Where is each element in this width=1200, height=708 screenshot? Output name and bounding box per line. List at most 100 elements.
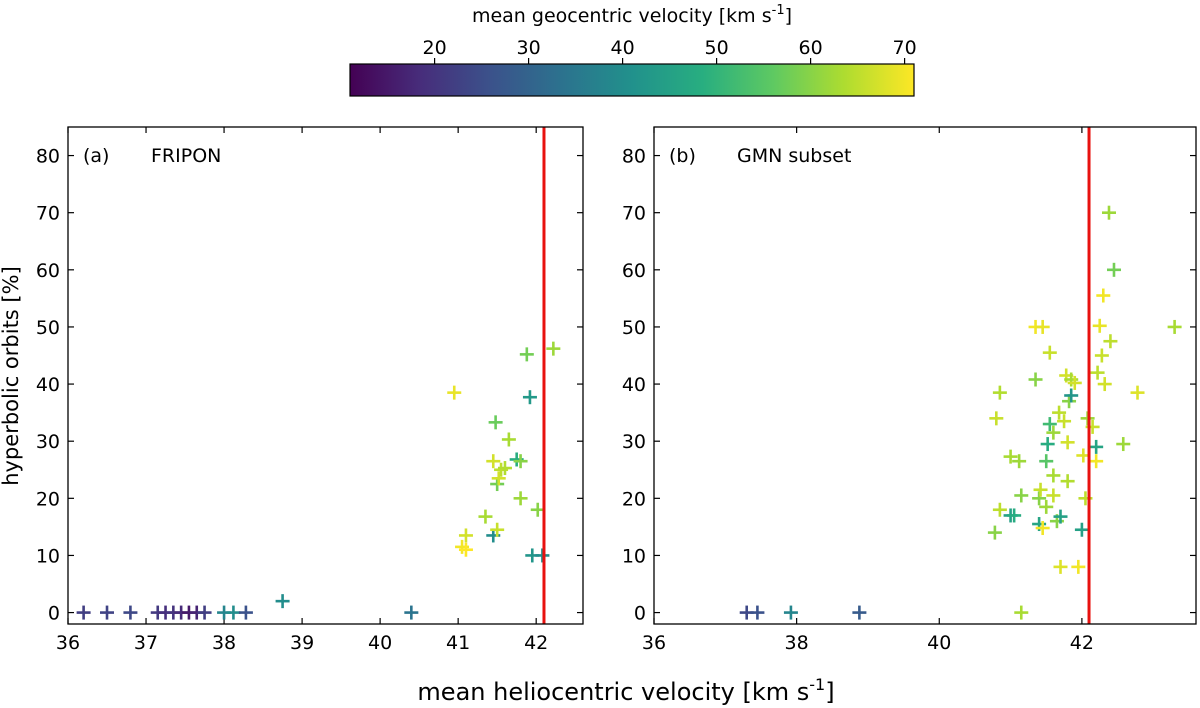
- data-point: [1039, 499, 1054, 514]
- x-tick-label: 41: [446, 632, 470, 654]
- data-point: [1046, 468, 1061, 483]
- data-point: [519, 347, 534, 362]
- y-tick-label: 40: [36, 374, 60, 396]
- data-point: [123, 605, 138, 620]
- data-point: [1039, 454, 1054, 469]
- data-point: [1167, 319, 1182, 334]
- y-tick-label: 20: [622, 488, 646, 510]
- data-point: [1042, 417, 1057, 432]
- y-tick-label: 70: [622, 203, 646, 225]
- data-point: [1046, 488, 1061, 503]
- data-point: [513, 491, 528, 506]
- data-point: [987, 525, 1002, 540]
- data-point: [1053, 559, 1068, 574]
- y-tick-label: 50: [36, 317, 60, 339]
- panel-title: FRIPON: [151, 145, 221, 167]
- data-point: [1052, 405, 1067, 420]
- data-point: [546, 341, 561, 356]
- panel-fripon: 36 37 38 39 40 41 42 0 10 20 30 40 50 60 70 80 (a) FRIPON: [36, 126, 584, 654]
- data-point: [1089, 454, 1104, 469]
- data-point: [1032, 491, 1047, 506]
- y-tick-label: 10: [36, 545, 60, 567]
- x-axis-title: mean heliocentric velocity [km s-1]: [417, 675, 834, 706]
- data-point: [1003, 449, 1018, 464]
- x-tick-label: 38: [212, 632, 236, 654]
- data-point: [530, 502, 545, 517]
- y-tick-label: 60: [622, 260, 646, 282]
- data-point: [1092, 318, 1107, 333]
- data-point: [992, 502, 1007, 517]
- y-tick-label: 0: [634, 603, 646, 625]
- data-point: [1012, 454, 1027, 469]
- data-point: [404, 605, 419, 620]
- data-point: [1042, 345, 1057, 360]
- colorbar-ticks: 20 30 40 50 60 70: [423, 37, 917, 64]
- x-tick-label: 40: [927, 632, 951, 654]
- data-point: [458, 528, 473, 543]
- data-point: [490, 522, 505, 537]
- data-point: [275, 594, 290, 609]
- data-point: [1106, 262, 1121, 277]
- data-point: [1071, 559, 1086, 574]
- data-point: [501, 432, 516, 447]
- data-point: [1060, 474, 1075, 489]
- x-tick-label: 39: [290, 632, 314, 654]
- colorbar: [349, 63, 915, 97]
- colorbar-tick-label: 60: [799, 37, 823, 59]
- data-point: [100, 605, 115, 620]
- x-tick-label: 36: [56, 632, 80, 654]
- data-point: [478, 509, 493, 524]
- y-axis-title: hyperbolic orbits [%]: [0, 266, 23, 486]
- colorbar-title: mean geocentric velocity [km s-1]: [472, 3, 792, 27]
- data-point: [992, 385, 1007, 400]
- x-tick-label: 42: [524, 632, 548, 654]
- y-tick-label: 80: [36, 146, 60, 168]
- data-point: [197, 605, 212, 620]
- data-point: [783, 605, 798, 620]
- data-point: [1116, 437, 1131, 452]
- data-point: [1035, 521, 1050, 536]
- data-point: [491, 471, 506, 486]
- data-point: [1097, 377, 1112, 392]
- data-point: [1064, 388, 1079, 403]
- data-point: [1096, 288, 1111, 303]
- y-tick-label: 0: [48, 603, 60, 625]
- data-point: [76, 605, 91, 620]
- data-point: [1028, 372, 1043, 387]
- y-tick-label: 80: [622, 146, 646, 168]
- y-tick-label: 10: [622, 545, 646, 567]
- data-point: [1074, 522, 1089, 537]
- data-point: [226, 605, 241, 620]
- panel-gmn-subset: 36 38 40 42 0 10 20 30 40 50 60 70 80 (b) GMN subset: [622, 126, 1197, 654]
- data-point: [486, 454, 501, 469]
- data-point: [1130, 385, 1145, 400]
- panel-label: (b): [669, 145, 696, 167]
- colorbar-tick-label: 30: [517, 37, 541, 59]
- data-point: [1046, 425, 1061, 440]
- data-point: [488, 415, 503, 430]
- colorbar-tick-label: 20: [423, 37, 447, 59]
- x-tick-label: 38: [785, 632, 809, 654]
- x-tick-label: 37: [134, 632, 158, 654]
- panel-title: GMN subset: [737, 145, 851, 167]
- colorbar-tick-label: 40: [611, 37, 635, 59]
- colorbar-tick-label: 50: [705, 37, 729, 59]
- data-point: [1094, 348, 1109, 363]
- data-point: [1089, 439, 1104, 454]
- data-point: [1053, 509, 1068, 524]
- data-point: [522, 390, 537, 405]
- data-point: [1103, 334, 1118, 349]
- panel-label: (a): [83, 145, 109, 167]
- y-tick-label: 20: [36, 488, 60, 510]
- data-point: [497, 461, 512, 476]
- colorbar-tick-label: 70: [893, 37, 917, 59]
- data-point: [1040, 437, 1055, 452]
- data-point: [458, 542, 473, 557]
- data-point: [1007, 508, 1022, 523]
- data-point: [238, 605, 253, 620]
- data-point: [1033, 482, 1048, 497]
- data-point: [750, 605, 765, 620]
- data-point: [535, 548, 550, 563]
- data-point: [852, 605, 867, 620]
